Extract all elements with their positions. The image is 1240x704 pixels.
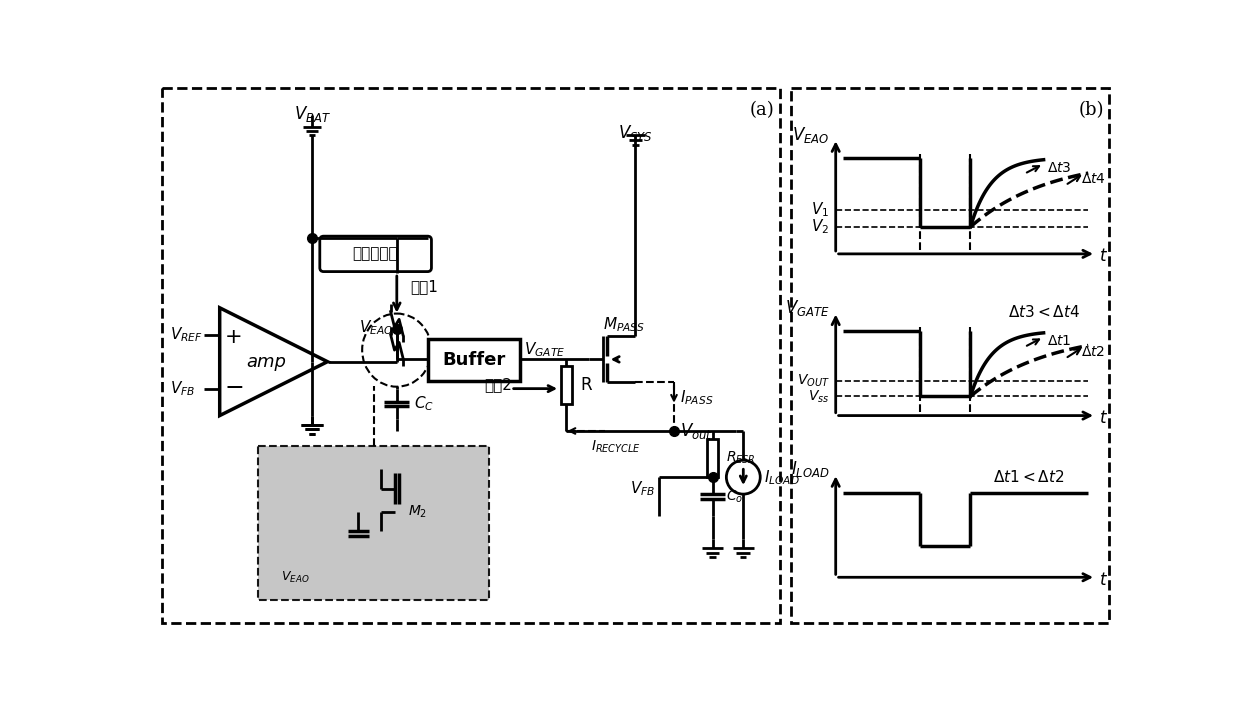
Text: 钳位1: 钳位1 <box>410 279 439 294</box>
Text: $-$: $-$ <box>224 375 243 398</box>
FancyBboxPatch shape <box>320 236 432 272</box>
Text: $R_{ESR}$: $R_{ESR}$ <box>727 450 756 466</box>
Text: 钳位2: 钳位2 <box>485 377 512 392</box>
Text: $C_o$: $C_o$ <box>727 489 744 505</box>
Text: $I_{RECYCLE}$: $I_{RECYCLE}$ <box>591 438 641 455</box>
Text: $V_{REF}$: $V_{REF}$ <box>170 325 202 344</box>
Text: $V_{BAT}$: $V_{BAT}$ <box>294 103 331 124</box>
Text: $V_{ss}$: $V_{ss}$ <box>808 388 830 405</box>
Text: $M_{PASS}$: $M_{PASS}$ <box>603 315 645 334</box>
Text: $V_{FB}$: $V_{FB}$ <box>630 479 655 498</box>
Bar <box>258 446 490 601</box>
Text: $V_2$: $V_2$ <box>811 218 830 237</box>
Text: $V_{out}$: $V_{out}$ <box>681 421 713 441</box>
Text: +: + <box>224 327 242 347</box>
Bar <box>791 88 1109 623</box>
Text: $V_{EAO}$: $V_{EAO}$ <box>281 570 310 585</box>
Text: $\Delta t1<\Delta t2$: $\Delta t1<\Delta t2$ <box>993 469 1065 485</box>
Text: $\Delta t1$: $\Delta t1$ <box>1048 334 1073 348</box>
Text: $\Delta t3<\Delta t4$: $\Delta t3<\Delta t4$ <box>1008 303 1080 320</box>
Text: $I_{LOAD}$: $I_{LOAD}$ <box>764 468 800 486</box>
Text: $M_2$: $M_2$ <box>408 503 428 520</box>
Text: $C_C$: $C_C$ <box>414 395 434 413</box>
Text: R: R <box>580 376 591 394</box>
Text: $V_{OUT}$: $V_{OUT}$ <box>797 372 830 389</box>
Bar <box>560 365 572 404</box>
Text: $V_{FB}$: $V_{FB}$ <box>170 379 195 398</box>
Text: (b): (b) <box>1078 101 1104 120</box>
Text: (a): (a) <box>749 101 774 120</box>
Text: t: t <box>1100 409 1106 427</box>
Text: $V_{SYS}$: $V_{SYS}$ <box>618 123 653 143</box>
Bar <box>428 339 520 381</box>
Text: amp: amp <box>246 353 286 371</box>
Text: $\Delta t3$: $\Delta t3$ <box>1048 161 1073 175</box>
Text: $\Delta t2$: $\Delta t2$ <box>1080 346 1105 360</box>
Text: t: t <box>1100 247 1106 265</box>
Text: Buffer: Buffer <box>443 351 506 369</box>
Text: $V_{EAO}$: $V_{EAO}$ <box>358 318 393 337</box>
Text: $I_{PASS}$: $I_{PASS}$ <box>681 389 713 407</box>
Text: t: t <box>1100 570 1106 589</box>
Text: 钳位二极管: 钳位二极管 <box>352 246 398 261</box>
Bar <box>707 439 718 477</box>
Text: $I_{LOAD}$: $I_{LOAD}$ <box>791 460 830 479</box>
Text: $\Delta t4$: $\Delta t4$ <box>1080 172 1106 186</box>
Text: $V_{GATE}$: $V_{GATE}$ <box>785 298 830 318</box>
Bar <box>162 88 780 623</box>
Text: $V_{GATE}$: $V_{GATE}$ <box>523 341 565 360</box>
Text: $V_{EAO}$: $V_{EAO}$ <box>792 125 830 144</box>
Text: $V_1$: $V_1$ <box>811 201 830 220</box>
